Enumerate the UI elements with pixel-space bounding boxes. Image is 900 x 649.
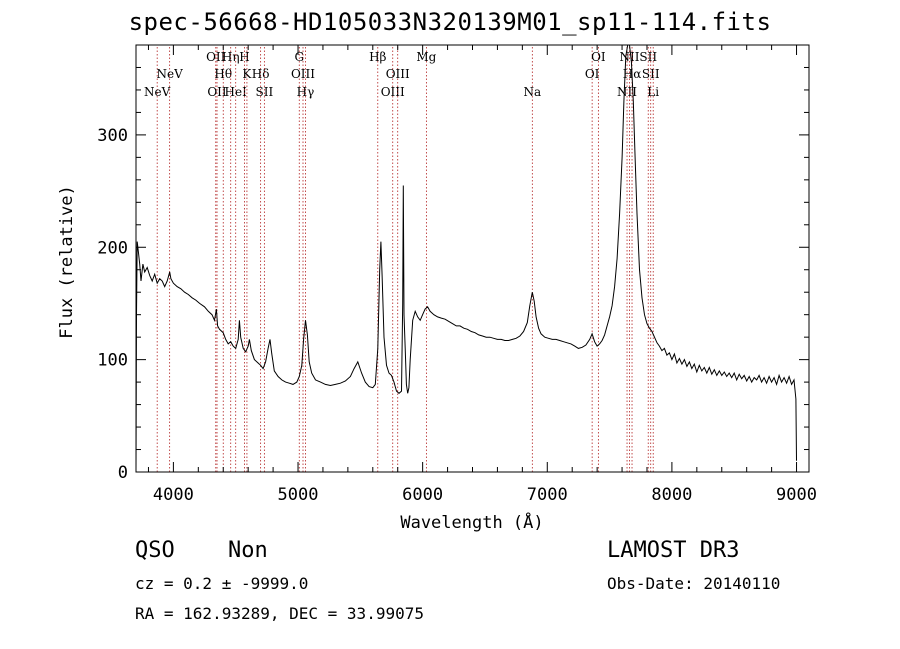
- y-tick-label: 200: [97, 238, 128, 258]
- emission-line-label: SII: [639, 50, 657, 64]
- emission-line-label: OI: [585, 67, 600, 81]
- x-tick-label: 8000: [651, 485, 692, 505]
- redshift-info: cz = 0.2 ± -9999.0: [135, 574, 309, 593]
- emission-line-label: SII: [256, 85, 274, 99]
- emission-line-label: G: [294, 50, 304, 64]
- emission-line-label: OI: [591, 50, 606, 64]
- emission-line-label: Hθ: [214, 67, 232, 81]
- y-axis-label: Flux (relative): [57, 185, 77, 339]
- chart-title: spec-56668-HD105033N320139M01_sp11-114.f…: [128, 8, 772, 36]
- emission-line-label: OIII: [386, 67, 410, 81]
- y-tick-label: 100: [97, 351, 128, 371]
- emission-line-label: SII: [642, 67, 660, 81]
- emission-line-label: Hη: [222, 50, 240, 64]
- x-tick-label: 5000: [278, 485, 319, 505]
- coordinates-info: RA = 162.93289, DEC = 33.99075: [135, 604, 424, 623]
- emission-line-label: OII: [207, 85, 227, 99]
- emission-line-label: Li: [647, 85, 659, 99]
- emission-line-label: OIII: [381, 85, 405, 99]
- x-tick-label: 7000: [527, 485, 568, 505]
- emission-line-label: Hδ: [252, 67, 270, 81]
- x-tick-label: 9000: [776, 485, 817, 505]
- survey-name: LAMOST DR3: [607, 538, 740, 563]
- emission-line-label: OII: [206, 50, 226, 64]
- axes-layer: 4000 5000 6000 7000 8000 9000 0 100 200 300: [97, 44, 817, 505]
- object-class: QSO: [135, 538, 175, 563]
- x-tick-label: 6000: [402, 485, 443, 505]
- x-axis-label: Wavelength (Å): [400, 511, 543, 533]
- object-subclass: Non: [228, 538, 268, 563]
- emission-line-label: Na: [523, 85, 541, 99]
- emission-line-label: Hβ: [369, 50, 386, 64]
- emission-line-label: H: [239, 50, 249, 64]
- emission-line-label: NII: [617, 85, 637, 99]
- spectrum-line: [135, 44, 797, 470]
- emission-line-label: NII: [620, 50, 640, 64]
- emission-line-label: NeV: [144, 85, 171, 99]
- y-tick-label: 0: [118, 463, 128, 483]
- emission-line-label: Mg: [416, 50, 436, 64]
- plot-frame: [135, 44, 810, 473]
- emission-line-label: OIII: [291, 67, 315, 81]
- y-tick-label: 300: [97, 126, 128, 146]
- emission-line-label: NeV: [157, 67, 184, 81]
- observation-date: Obs-Date: 20140110: [607, 574, 781, 593]
- emission-line-label: K: [242, 67, 252, 81]
- x-tick-label: 4000: [153, 485, 194, 505]
- emission-line-label: HeI: [225, 85, 248, 99]
- emission-line-label: Hγ: [297, 85, 315, 99]
